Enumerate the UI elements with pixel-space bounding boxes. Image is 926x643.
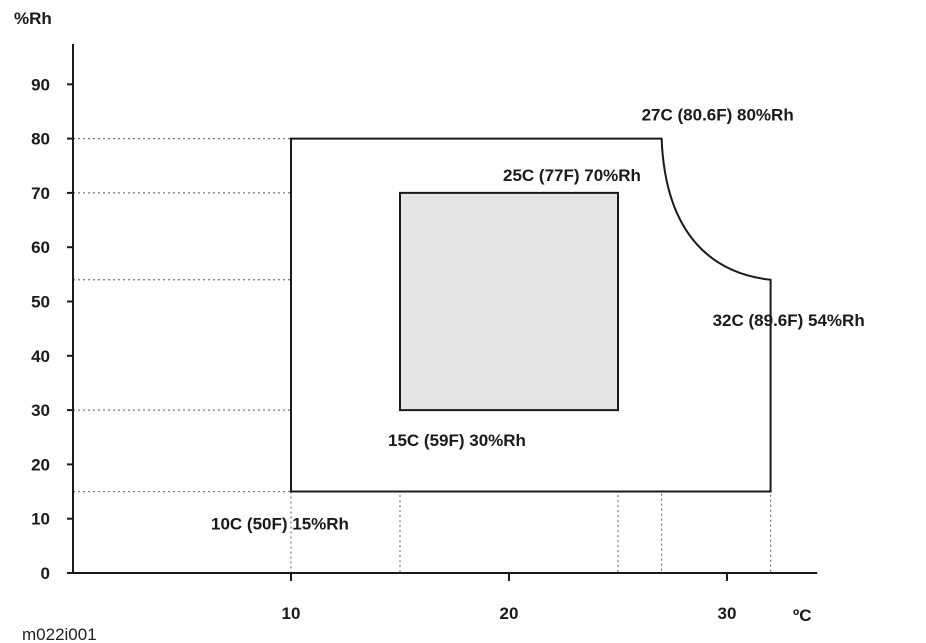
y-tick-label: 20 [31, 455, 50, 474]
y-tick-label: 0 [41, 564, 50, 583]
point-annotation: 27C (80.6F) 80%Rh [642, 106, 794, 125]
axes [67, 44, 818, 581]
y-tick-label: 70 [31, 184, 50, 203]
y-tick-label: 10 [31, 510, 50, 529]
x-tick-label: 30 [718, 604, 737, 623]
point-annotation: 32C (89.6F) 54%Rh [713, 311, 865, 330]
regions [290, 137, 772, 493]
x-tick-label: 10 [282, 604, 301, 623]
point-annotation: 10C (50F) 15%Rh [211, 515, 349, 534]
inner-recommended-region [399, 191, 619, 412]
y-axis-label: %Rh [14, 9, 52, 28]
y-tick-label: 60 [31, 238, 50, 257]
x-axis-label: ºC [793, 606, 812, 625]
y-tick-label: 50 [31, 293, 50, 312]
y-tick-label: 90 [31, 75, 50, 94]
annotations: 27C (80.6F) 80%Rh 25C (77F) 70%Rh 32C (89.… [211, 106, 865, 534]
figure-id: m022i001 [22, 625, 97, 643]
y-tick-label: 40 [31, 347, 50, 366]
point-annotation: 25C (77F) 70%Rh [503, 166, 641, 185]
tick-labels: 0 10 20 30 40 50 60 70 80 90 10 20 30 [31, 75, 736, 623]
x-tick-label: 20 [500, 604, 519, 623]
y-tick-label: 30 [31, 401, 50, 420]
point-annotation: 15C (59F) 30%Rh [388, 431, 526, 450]
y-tick-label: 80 [31, 130, 50, 149]
